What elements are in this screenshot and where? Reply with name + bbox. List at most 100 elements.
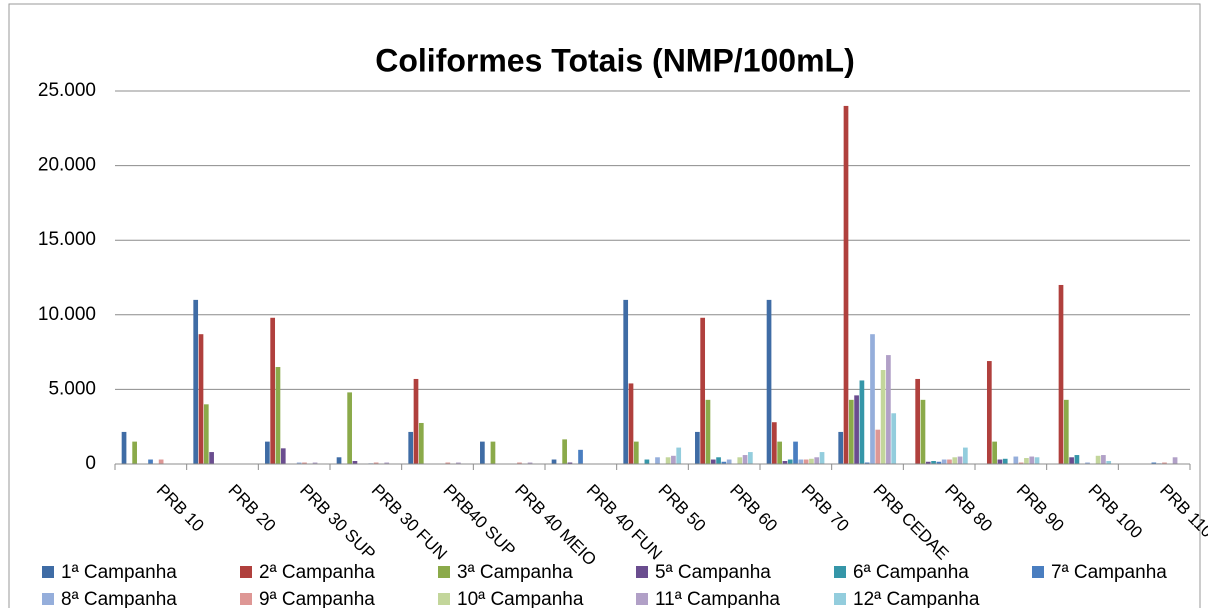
bar bbox=[132, 441, 137, 464]
bar bbox=[490, 441, 496, 464]
bar bbox=[891, 413, 897, 464]
bar bbox=[655, 457, 660, 464]
chart-frame bbox=[8, 3, 1201, 608]
x-tick-label: PRB CEDAE bbox=[870, 481, 953, 564]
y-tick-label: 15.000 bbox=[38, 229, 96, 250]
bar bbox=[870, 334, 875, 464]
bar bbox=[1085, 462, 1090, 464]
bar bbox=[710, 459, 716, 464]
bar bbox=[814, 457, 820, 464]
bar bbox=[875, 429, 881, 464]
bar bbox=[782, 461, 788, 464]
bar bbox=[280, 448, 286, 464]
bar bbox=[941, 459, 947, 464]
bar bbox=[809, 458, 814, 464]
bar bbox=[203, 404, 209, 464]
bar bbox=[880, 370, 886, 464]
bar bbox=[193, 299, 199, 464]
bar bbox=[270, 317, 276, 464]
legend-label: 6ª Campanha bbox=[853, 562, 969, 583]
bar bbox=[947, 459, 952, 464]
bar bbox=[1106, 461, 1112, 464]
legend-swatch bbox=[42, 593, 54, 605]
bar bbox=[695, 431, 700, 464]
legend-label: 11ª Campanha bbox=[655, 589, 780, 608]
bar bbox=[1095, 455, 1101, 464]
legend-swatch bbox=[834, 593, 846, 605]
bar bbox=[726, 459, 732, 464]
bar bbox=[384, 462, 390, 464]
bar bbox=[445, 462, 451, 464]
bar bbox=[1074, 455, 1080, 464]
bar bbox=[527, 462, 533, 464]
bar bbox=[777, 441, 782, 464]
bar bbox=[121, 431, 127, 464]
bar bbox=[716, 457, 721, 464]
legend-label: 9ª Campanha bbox=[259, 589, 375, 608]
bar bbox=[551, 459, 557, 464]
bar bbox=[1018, 462, 1024, 464]
bar bbox=[633, 441, 639, 464]
y-tick-label: 5.000 bbox=[48, 378, 96, 399]
y-tick-label: 0 bbox=[85, 453, 96, 474]
bar bbox=[798, 459, 804, 464]
bar bbox=[925, 461, 931, 464]
bar bbox=[275, 367, 281, 464]
bar bbox=[209, 452, 214, 464]
bar bbox=[864, 462, 870, 464]
bar bbox=[705, 399, 711, 464]
bar bbox=[644, 459, 650, 464]
bar bbox=[1172, 457, 1178, 464]
legend-label: 7ª Campanha bbox=[1051, 562, 1167, 583]
bar bbox=[413, 378, 419, 464]
bar bbox=[803, 459, 809, 464]
bar bbox=[347, 392, 352, 464]
bar bbox=[198, 334, 204, 464]
bar bbox=[671, 455, 676, 464]
bar bbox=[936, 461, 942, 464]
bar bbox=[766, 299, 772, 464]
bar bbox=[787, 459, 793, 464]
x-tick-label: PRB 30 SUP bbox=[296, 481, 379, 564]
bar bbox=[721, 461, 727, 464]
legend-swatch bbox=[636, 566, 648, 578]
bar bbox=[700, 317, 706, 464]
y-tick-label: 20.000 bbox=[38, 155, 96, 176]
bar bbox=[931, 461, 936, 464]
legend-label: 3ª Campanha bbox=[457, 562, 573, 583]
x-tick-label: PRB 90 bbox=[1013, 481, 1068, 536]
bar bbox=[997, 459, 1003, 464]
bar bbox=[886, 355, 891, 464]
x-tick-label: PRB 50 bbox=[655, 481, 710, 536]
bar bbox=[418, 422, 424, 464]
legend-swatch bbox=[834, 566, 846, 578]
bar bbox=[302, 462, 307, 464]
bar bbox=[819, 452, 825, 464]
legend-swatch bbox=[438, 593, 450, 605]
bar bbox=[748, 452, 753, 464]
bar bbox=[148, 459, 153, 464]
bar bbox=[771, 422, 777, 464]
bar bbox=[952, 457, 958, 464]
legend-swatch bbox=[1032, 566, 1044, 578]
legend-label: 1ª Campanha bbox=[61, 562, 177, 583]
legend-label: 2ª Campanha bbox=[259, 562, 375, 583]
bar bbox=[1024, 458, 1029, 464]
bar bbox=[963, 447, 968, 464]
legend-swatch bbox=[240, 593, 252, 605]
bar bbox=[562, 439, 567, 464]
bar bbox=[1034, 457, 1040, 464]
x-tick-label: PRB 20 bbox=[225, 481, 280, 536]
legend-label: 5ª Campanha bbox=[655, 562, 771, 583]
bar bbox=[1013, 456, 1019, 464]
bar bbox=[456, 462, 461, 464]
bar bbox=[915, 378, 921, 464]
bar bbox=[742, 455, 748, 464]
bar bbox=[352, 461, 358, 464]
bar bbox=[623, 299, 629, 464]
x-tick-label: PRB 30 FUN bbox=[368, 481, 451, 564]
bar bbox=[265, 441, 270, 464]
bar bbox=[1002, 458, 1008, 464]
bar bbox=[1162, 462, 1167, 464]
